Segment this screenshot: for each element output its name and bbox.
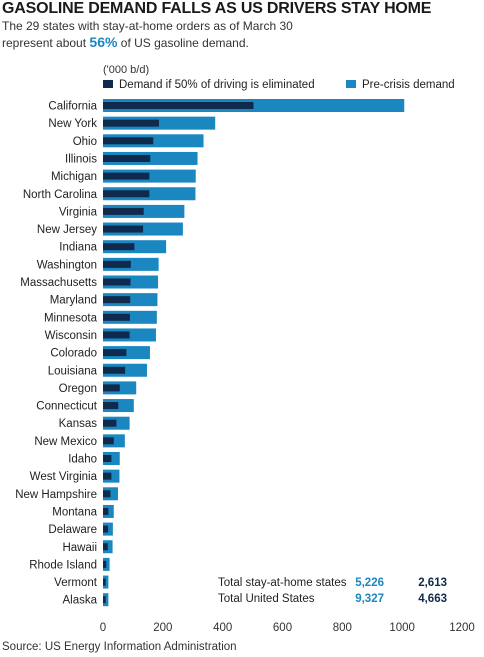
bar-reduced bbox=[103, 190, 150, 198]
category-label: Colorado bbox=[50, 348, 97, 360]
category-label: Ohio bbox=[73, 136, 97, 148]
category-label: Massachusetts bbox=[20, 277, 97, 289]
bar-reduced bbox=[103, 560, 107, 568]
subtitle-text-post: of US gasoline demand. bbox=[117, 36, 249, 50]
bar-reduced bbox=[103, 525, 109, 533]
bar-reduced bbox=[103, 296, 131, 304]
bar-reduced bbox=[103, 243, 135, 251]
category-label: Montana bbox=[52, 506, 97, 518]
bar-reduced bbox=[103, 384, 120, 392]
bar-reduced bbox=[103, 207, 144, 215]
category-label: New York bbox=[48, 118, 97, 130]
subtitle-line-2: represent about 56% of US gasoline deman… bbox=[2, 34, 249, 50]
x-tick-label: 1000 bbox=[389, 622, 415, 634]
bar-pre-crisis bbox=[103, 593, 109, 607]
units-label: ('000 b/d) bbox=[103, 64, 150, 76]
total-label-us: Total United States bbox=[218, 593, 315, 605]
category-label: Connecticut bbox=[36, 401, 98, 413]
category-label: Michigan bbox=[51, 171, 97, 183]
category-label: Minnesota bbox=[44, 312, 98, 324]
bar-reduced bbox=[103, 366, 126, 374]
legend-swatch-pre-crisis bbox=[346, 80, 356, 88]
bar-pre-crisis bbox=[103, 575, 109, 589]
category-label: Indiana bbox=[59, 242, 97, 254]
bar-reduced bbox=[103, 313, 130, 321]
category-label: Illinois bbox=[65, 153, 97, 165]
total-label-stay-at-home: Total stay-at-home states bbox=[218, 577, 347, 589]
category-label: New Jersey bbox=[37, 224, 97, 236]
x-tick-label: 0 bbox=[100, 622, 106, 634]
total-reduced-stay-at-home: 2,613 bbox=[418, 577, 447, 589]
subtitle-highlight: 56% bbox=[89, 34, 118, 50]
total-reduced-us: 4,663 bbox=[418, 593, 447, 605]
category-label: Louisiana bbox=[48, 365, 98, 377]
bar-reduced bbox=[103, 419, 117, 427]
legend-swatch-reduced bbox=[103, 80, 113, 88]
subtitle-line-1: The 29 states with stay-at-home orders a… bbox=[2, 19, 293, 33]
total-pre-crisis-stay-at-home: 5,226 bbox=[355, 577, 384, 589]
legend-item-reduced: Demand if 50% of driving is eliminated bbox=[103, 79, 315, 91]
bar-reduced bbox=[103, 331, 130, 339]
legend-item-pre-crisis: Pre-crisis demand bbox=[346, 79, 455, 91]
x-tick-label: 200 bbox=[153, 622, 172, 634]
bar-reduced bbox=[103, 154, 151, 162]
bar-reduced bbox=[103, 402, 119, 410]
category-label: Washington bbox=[37, 259, 97, 271]
category-label: Idaho bbox=[68, 454, 97, 466]
bar-reduced bbox=[103, 543, 108, 551]
chart-title: GASOLINE DEMAND FALLS AS US DRIVERS STAY… bbox=[2, 0, 432, 17]
bar-reduced bbox=[103, 578, 106, 586]
bar-reduced bbox=[103, 596, 106, 604]
total-pre-crisis-us: 9,327 bbox=[355, 593, 384, 605]
x-tick-label: 600 bbox=[273, 622, 292, 634]
category-label: West Virginia bbox=[30, 471, 98, 483]
bar-reduced bbox=[103, 137, 154, 145]
bar-reduced bbox=[103, 119, 159, 127]
bar-reduced bbox=[103, 172, 150, 180]
subtitle-text-pre: represent about bbox=[2, 36, 90, 50]
bar-reduced bbox=[103, 455, 112, 462]
category-label: Hawaii bbox=[62, 542, 97, 554]
bar-reduced bbox=[103, 102, 254, 109]
category-label: Virginia bbox=[59, 206, 98, 218]
bar-reduced bbox=[103, 349, 127, 357]
bar-reduced bbox=[103, 437, 114, 445]
bar-reduced bbox=[103, 278, 131, 286]
bar-reduced bbox=[103, 490, 111, 498]
category-label: Alaska bbox=[62, 595, 97, 607]
x-tick-label: 400 bbox=[213, 622, 232, 634]
category-label: Oregon bbox=[59, 383, 97, 395]
category-label: Delaware bbox=[48, 524, 97, 536]
category-label: Vermont bbox=[54, 577, 98, 589]
bar-reduced bbox=[103, 225, 144, 233]
bar-reduced bbox=[103, 507, 109, 515]
legend-label-pre-crisis: Pre-crisis demand bbox=[362, 79, 455, 91]
category-label: North Carolina bbox=[23, 189, 98, 201]
category-label: Kansas bbox=[59, 418, 98, 430]
x-tick-label: 1200 bbox=[449, 622, 475, 634]
category-label: New Mexico bbox=[34, 436, 97, 448]
category-label: Rhode Island bbox=[29, 559, 97, 571]
x-tick-label: 800 bbox=[333, 622, 352, 634]
category-label: Maryland bbox=[50, 295, 97, 307]
source-note: Source: US Energy Information Administra… bbox=[2, 641, 237, 653]
bar-reduced bbox=[103, 472, 112, 480]
bar-reduced bbox=[103, 260, 131, 268]
legend-label-reduced: Demand if 50% of driving is eliminated bbox=[119, 79, 315, 91]
category-label: California bbox=[48, 101, 97, 113]
category-label: New Hampshire bbox=[15, 489, 97, 501]
category-label: Wisconsin bbox=[45, 330, 97, 342]
